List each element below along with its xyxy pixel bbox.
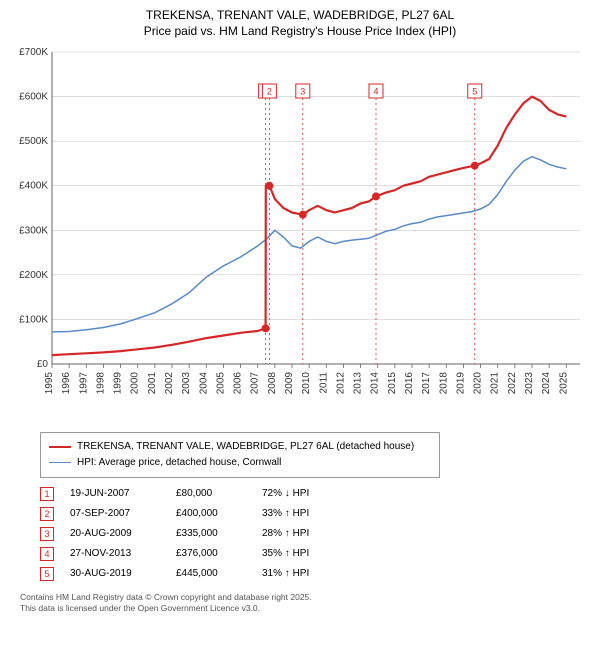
- svg-text:2004: 2004: [198, 371, 209, 394]
- svg-text:2009: 2009: [284, 371, 295, 394]
- svg-text:£0: £0: [37, 359, 49, 370]
- svg-text:2014: 2014: [370, 371, 381, 394]
- svg-text:2: 2: [267, 86, 272, 96]
- svg-text:£500K: £500K: [19, 136, 48, 147]
- footer-attribution: Contains HM Land Registry data © Crown c…: [20, 592, 590, 614]
- line-chart: £0 £100K £200K £300K £400K £500K £600K £700K 199…: [10, 44, 590, 424]
- tx-price: £445,000: [176, 568, 246, 579]
- tx-delta: 35% ↑ HPI: [262, 548, 342, 559]
- svg-text:2023: 2023: [524, 371, 535, 394]
- svg-text:1996: 1996: [61, 371, 72, 394]
- tx-delta: 72% ↓ HPI: [262, 488, 342, 499]
- svg-text:1997: 1997: [78, 371, 89, 394]
- svg-text:2008: 2008: [267, 371, 278, 394]
- table-row: 1 19-JUN-2007 £80,000 72% ↓ HPI: [40, 484, 590, 504]
- tx-price: £80,000: [176, 488, 246, 499]
- svg-text:2010: 2010: [301, 371, 312, 394]
- tx-date: 07-SEP-2007: [70, 508, 160, 519]
- footer-line: Contains HM Land Registry data © Crown c…: [20, 592, 590, 603]
- svg-text:2003: 2003: [181, 371, 192, 394]
- svg-text:2006: 2006: [233, 371, 244, 394]
- svg-text:5: 5: [472, 86, 477, 96]
- svg-text:2007: 2007: [250, 371, 261, 394]
- svg-text:1998: 1998: [95, 371, 106, 394]
- svg-text:1995: 1995: [44, 371, 55, 394]
- svg-text:2018: 2018: [438, 371, 449, 394]
- tx-delta: 31% ↑ HPI: [262, 568, 342, 579]
- footer-line: This data is licensed under the Open Gov…: [20, 603, 590, 614]
- svg-text:2025: 2025: [558, 371, 569, 394]
- transaction-table: 1 19-JUN-2007 £80,000 72% ↓ HPI 2 07-SEP-2007…: [40, 484, 590, 584]
- chart-subtitle: Price paid vs. HM Land Registry's House …: [10, 24, 590, 38]
- table-row: 4 27-NOV-2013 £376,000 35% ↑ HPI: [40, 544, 590, 564]
- tx-delta: 28% ↑ HPI: [262, 528, 342, 539]
- tx-date: 20-AUG-2009: [70, 528, 160, 539]
- tx-marker-number: 4: [40, 547, 54, 561]
- svg-text:£200K: £200K: [19, 269, 48, 280]
- tx-marker-number: 1: [40, 487, 54, 501]
- svg-text:2013: 2013: [353, 371, 364, 394]
- svg-text:£600K: £600K: [19, 91, 48, 102]
- svg-text:£100K: £100K: [19, 314, 48, 325]
- tx-price: £400,000: [176, 508, 246, 519]
- tx-marker-number: 5: [40, 567, 54, 581]
- table-row: 3 20-AUG-2009 £335,000 28% ↑ HPI: [40, 524, 590, 544]
- tx-marker-number: 2: [40, 507, 54, 521]
- svg-text:2020: 2020: [473, 371, 484, 394]
- tx-delta: 33% ↑ HPI: [262, 508, 342, 519]
- legend-label: TREKENSA, TRENANT VALE, WADEBRIDGE, PL27…: [77, 441, 414, 452]
- svg-text:2024: 2024: [541, 371, 552, 394]
- svg-text:£400K: £400K: [19, 180, 48, 191]
- legend-swatch: [49, 462, 71, 464]
- svg-text:2021: 2021: [490, 371, 501, 394]
- svg-text:2015: 2015: [387, 371, 398, 394]
- chart-title: TREKENSA, TRENANT VALE, WADEBRIDGE, PL27…: [10, 8, 590, 24]
- legend-row: HPI: Average price, detached house, Corn…: [49, 455, 431, 471]
- svg-text:2016: 2016: [404, 371, 415, 394]
- svg-text:3: 3: [300, 86, 305, 96]
- tx-price: £376,000: [176, 548, 246, 559]
- legend-swatch: [49, 446, 71, 448]
- svg-text:2002: 2002: [164, 371, 175, 394]
- tx-marker-number: 3: [40, 527, 54, 541]
- table-row: 5 30-AUG-2019 £445,000 31% ↑ HPI: [40, 564, 590, 584]
- svg-text:2019: 2019: [455, 371, 466, 394]
- legend-row: TREKENSA, TRENANT VALE, WADEBRIDGE, PL27…: [49, 439, 431, 455]
- svg-text:2001: 2001: [147, 371, 158, 394]
- table-row: 2 07-SEP-2007 £400,000 33% ↑ HPI: [40, 504, 590, 524]
- svg-text:£700K: £700K: [19, 47, 48, 58]
- legend: TREKENSA, TRENANT VALE, WADEBRIDGE, PL27…: [40, 432, 440, 478]
- tx-date: 27-NOV-2013: [70, 548, 160, 559]
- legend-label: HPI: Average price, detached house, Corn…: [77, 457, 281, 468]
- tx-price: £335,000: [176, 528, 246, 539]
- svg-text:2012: 2012: [335, 371, 346, 394]
- svg-text:2017: 2017: [421, 371, 432, 394]
- svg-text:2011: 2011: [318, 371, 329, 393]
- svg-text:£300K: £300K: [19, 225, 48, 236]
- svg-text:2005: 2005: [215, 371, 226, 394]
- svg-text:2022: 2022: [507, 371, 518, 394]
- chart-area: £0 £100K £200K £300K £400K £500K £600K £700K 199…: [10, 44, 590, 424]
- tx-date: 30-AUG-2019: [70, 568, 160, 579]
- svg-text:4: 4: [373, 86, 378, 96]
- tx-date: 19-JUN-2007: [70, 488, 160, 499]
- svg-text:1999: 1999: [113, 371, 124, 394]
- svg-text:2000: 2000: [130, 371, 141, 394]
